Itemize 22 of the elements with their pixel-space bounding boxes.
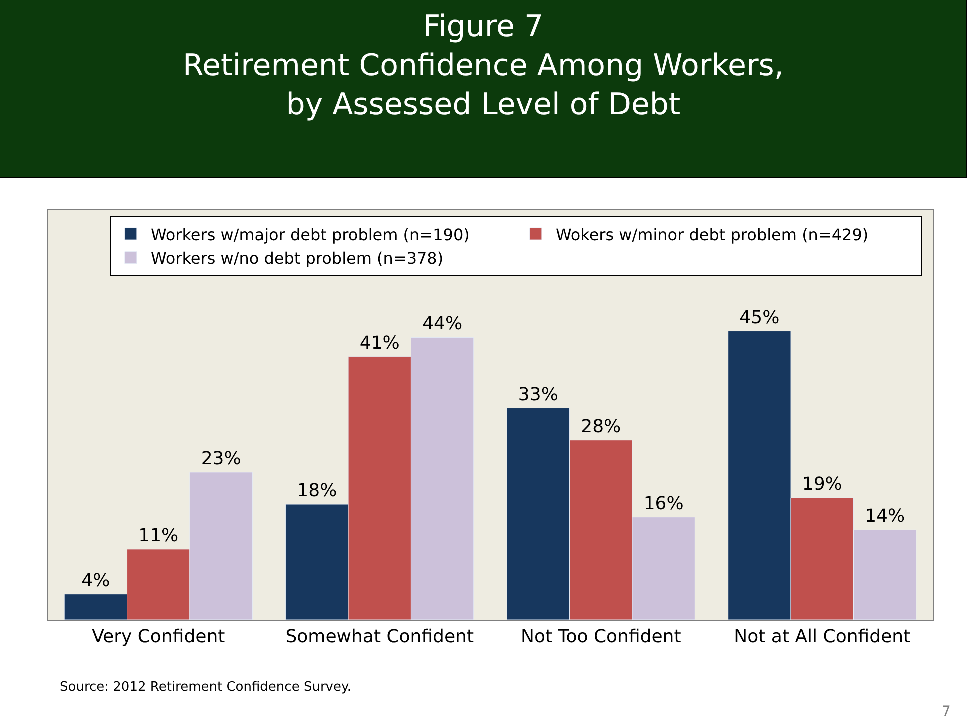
- legend-label: Workers w/major debt problem (n=190): [150, 225, 470, 244]
- x-tick-label: Not at All Confident: [734, 626, 911, 648]
- data-label: 33%: [518, 384, 558, 406]
- x-tick-label: Somewhat Confident: [286, 626, 474, 648]
- source-note: Source: 2012 Retirement Confidence Survey.: [60, 680, 352, 695]
- data-label: 18%: [297, 480, 338, 502]
- text: 7: [942, 704, 951, 720]
- x-tick-label: Not Too Confident: [521, 626, 682, 648]
- data-label: 16%: [644, 493, 684, 514]
- data-label: 14%: [865, 506, 906, 528]
- data-label: 45%: [740, 307, 780, 328]
- data-label: 11%: [138, 525, 179, 546]
- legend-label: Workers w/no debt problem (n=378): [150, 249, 444, 268]
- data-label: 23%: [201, 448, 242, 470]
- data-label: 28%: [581, 416, 622, 438]
- chart-title: Figure 7 Retirement Confidence Among Workers, by Assessed Level of Debt: [183, 9, 784, 122]
- data-label: 41%: [360, 332, 400, 354]
- x-tick-label: Very Confident: [92, 626, 226, 648]
- data-label: 4%: [82, 570, 110, 592]
- data-label: 44%: [422, 314, 463, 335]
- legend-label: Wokers w/minor debt problem (n=429): [556, 225, 869, 244]
- data-label: 19%: [802, 474, 842, 496]
